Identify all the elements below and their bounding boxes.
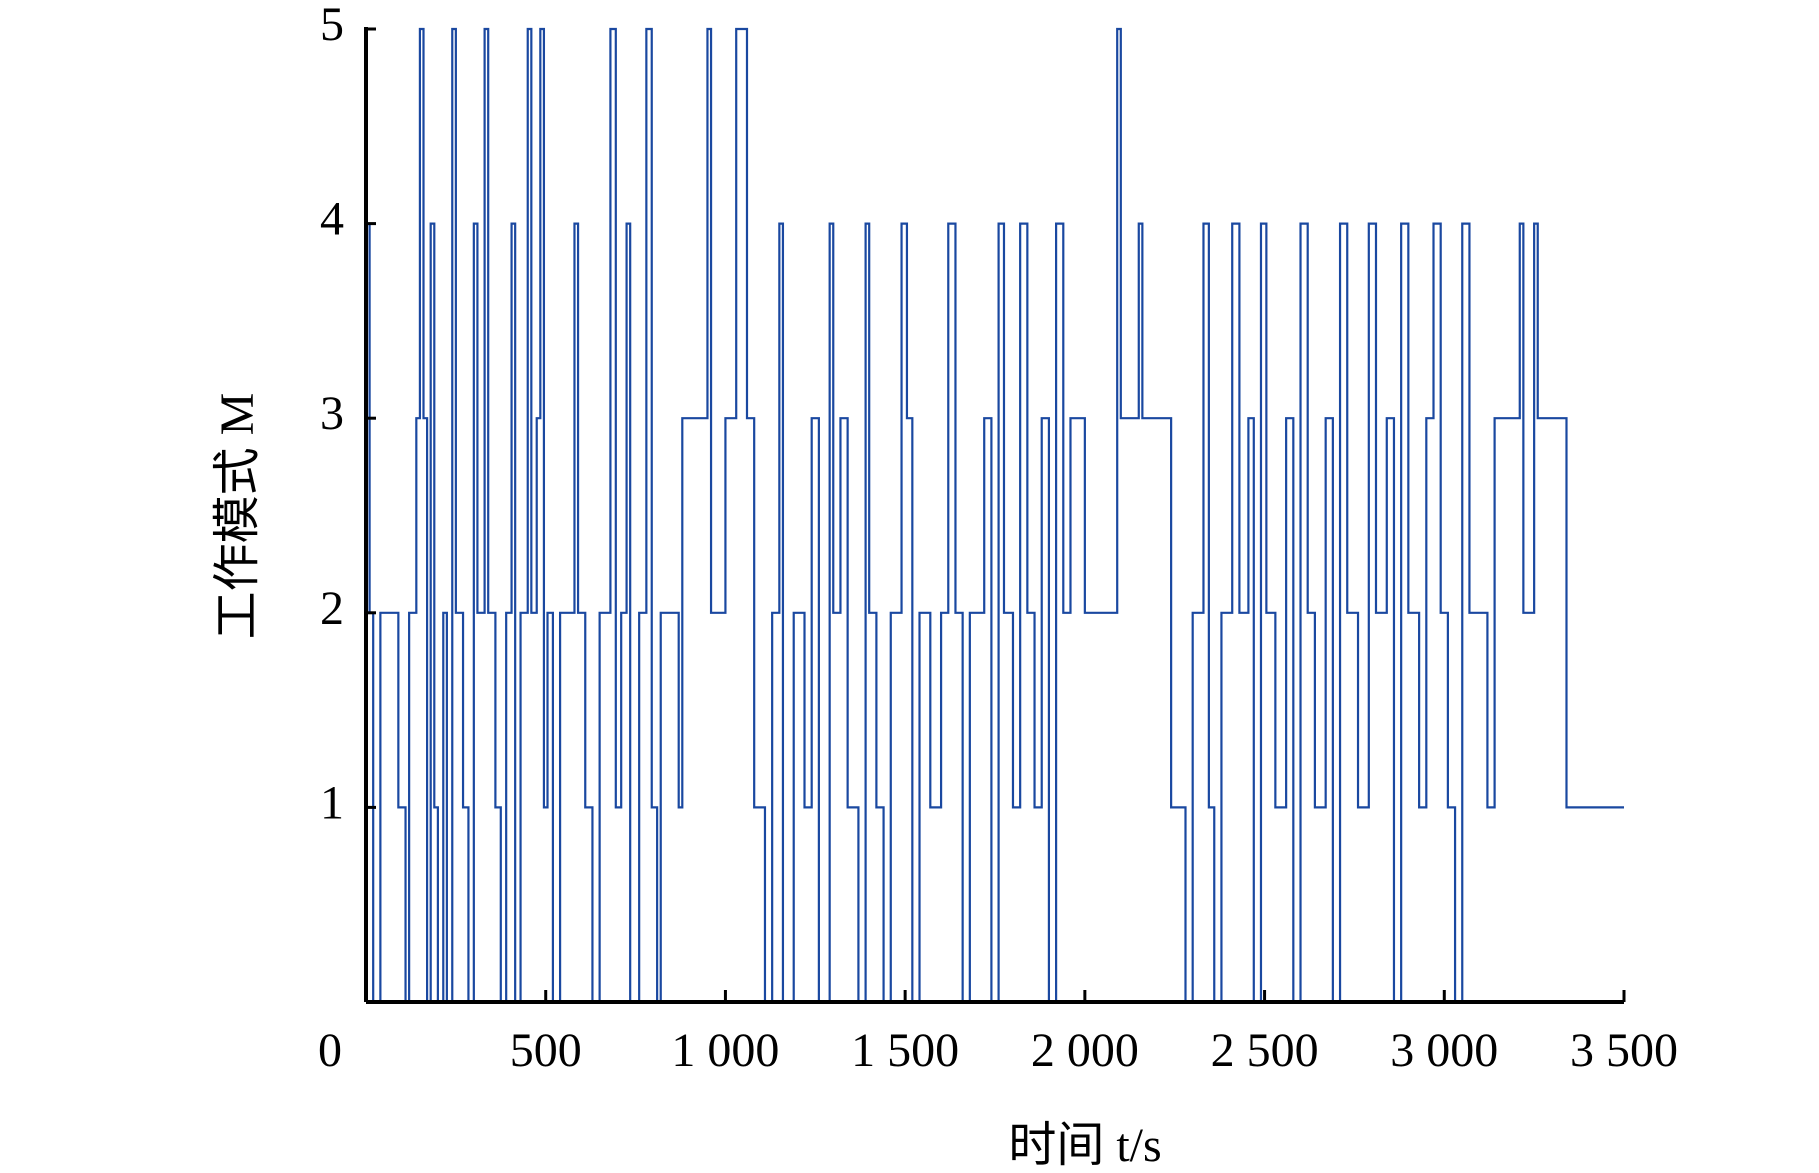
x-tick-label: 2 000 <box>1031 1024 1139 1077</box>
x-tick-label: 3 500 <box>1570 1024 1678 1077</box>
x-tick-label: 3 000 <box>1390 1024 1498 1077</box>
x-tick-label: 2 500 <box>1211 1024 1319 1077</box>
x-axis-label: 时间 t/s <box>1008 1119 1161 1172</box>
y-tick-label: 1 <box>320 776 344 829</box>
x-tick-label: 500 <box>510 1024 582 1077</box>
y-tick-label: 5 <box>320 0 344 51</box>
y-tick-label: 2 <box>320 582 344 635</box>
x-tick-label: 1 000 <box>671 1024 779 1077</box>
y-tick-label: 4 <box>320 193 344 246</box>
x-tick-label: 0 <box>318 1024 342 1077</box>
data-line <box>366 27 1624 1004</box>
y-axis-label: 工作模式 M <box>211 393 264 640</box>
x-tick-label: 1 500 <box>851 1024 959 1077</box>
y-tick-label: 3 <box>320 387 344 440</box>
